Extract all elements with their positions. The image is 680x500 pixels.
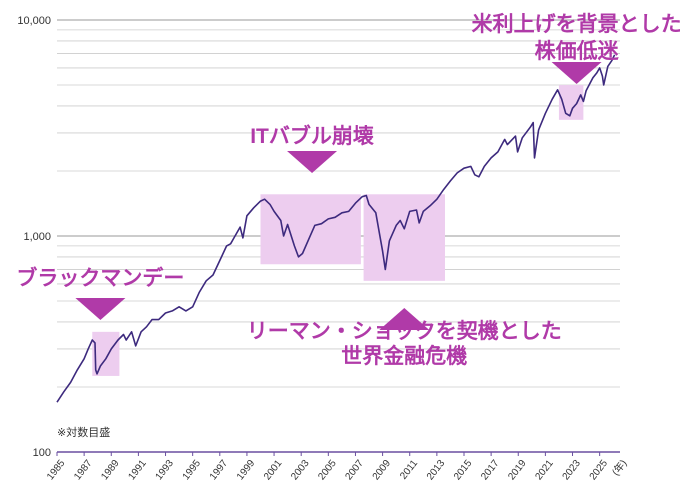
annotation-label: 米利上げを背景とした	[472, 12, 680, 36]
y-tick-label: 1,000	[23, 231, 51, 243]
x-tick-label: 1995	[181, 458, 204, 483]
x-tick-label: 2007	[344, 458, 367, 483]
log-scale-note: ※対数目盛	[57, 425, 110, 439]
shaded-region	[92, 331, 120, 376]
x-tick-label: 1987	[72, 458, 95, 483]
x-unit-label: (年)	[609, 457, 630, 478]
annotation-pointer	[379, 308, 430, 330]
x-tick-label: 2001	[262, 458, 285, 483]
x-tick-label: 2023	[561, 458, 584, 483]
shaded-region	[260, 194, 361, 265]
x-tick-label: 1997	[208, 458, 231, 483]
annotation-label: ITバブル崩壊	[250, 124, 374, 148]
shaded-regions	[92, 85, 584, 376]
y-tick-label: 10,000	[17, 15, 51, 27]
x-tick-label: 1989	[99, 458, 122, 483]
annotation-pointer	[287, 151, 338, 173]
annotation-label: 株価低迷	[535, 39, 620, 63]
annotation-pointer	[75, 298, 126, 320]
x-tick-label: 2021	[533, 458, 556, 483]
annotation-pointer	[551, 62, 602, 84]
annotation-label: ブラックマンデー	[16, 266, 184, 290]
annotation-label: 世界金融危機	[341, 344, 467, 368]
x-tick-label: 2009	[371, 458, 394, 483]
x-tick-label: 1999	[235, 458, 258, 483]
x-tick-label: 2017	[479, 458, 502, 483]
x-tick-label: 2013	[425, 458, 448, 483]
y-tick-label: 100	[33, 447, 51, 459]
x-tick-label: 1991	[126, 458, 149, 483]
x-tick-label: 2019	[506, 458, 529, 483]
x-tick-label: 2015	[452, 458, 475, 483]
x-tick-label: 2025	[588, 458, 611, 483]
series-layer	[56, 54, 616, 403]
shaded-region	[363, 194, 445, 281]
x-tick-label: 2005	[316, 458, 339, 483]
x-tick-label: 1993	[154, 458, 177, 483]
x-tick-label: 2011	[398, 458, 420, 482]
x-tick-label: 1985	[45, 458, 68, 483]
x-tick-label: 2003	[289, 458, 312, 483]
annotations: ブラックマンデーITバブル崩壊リーマン・ショックを契機とした世界金融危機米利上げ…	[16, 12, 680, 368]
series-line	[56, 54, 616, 403]
